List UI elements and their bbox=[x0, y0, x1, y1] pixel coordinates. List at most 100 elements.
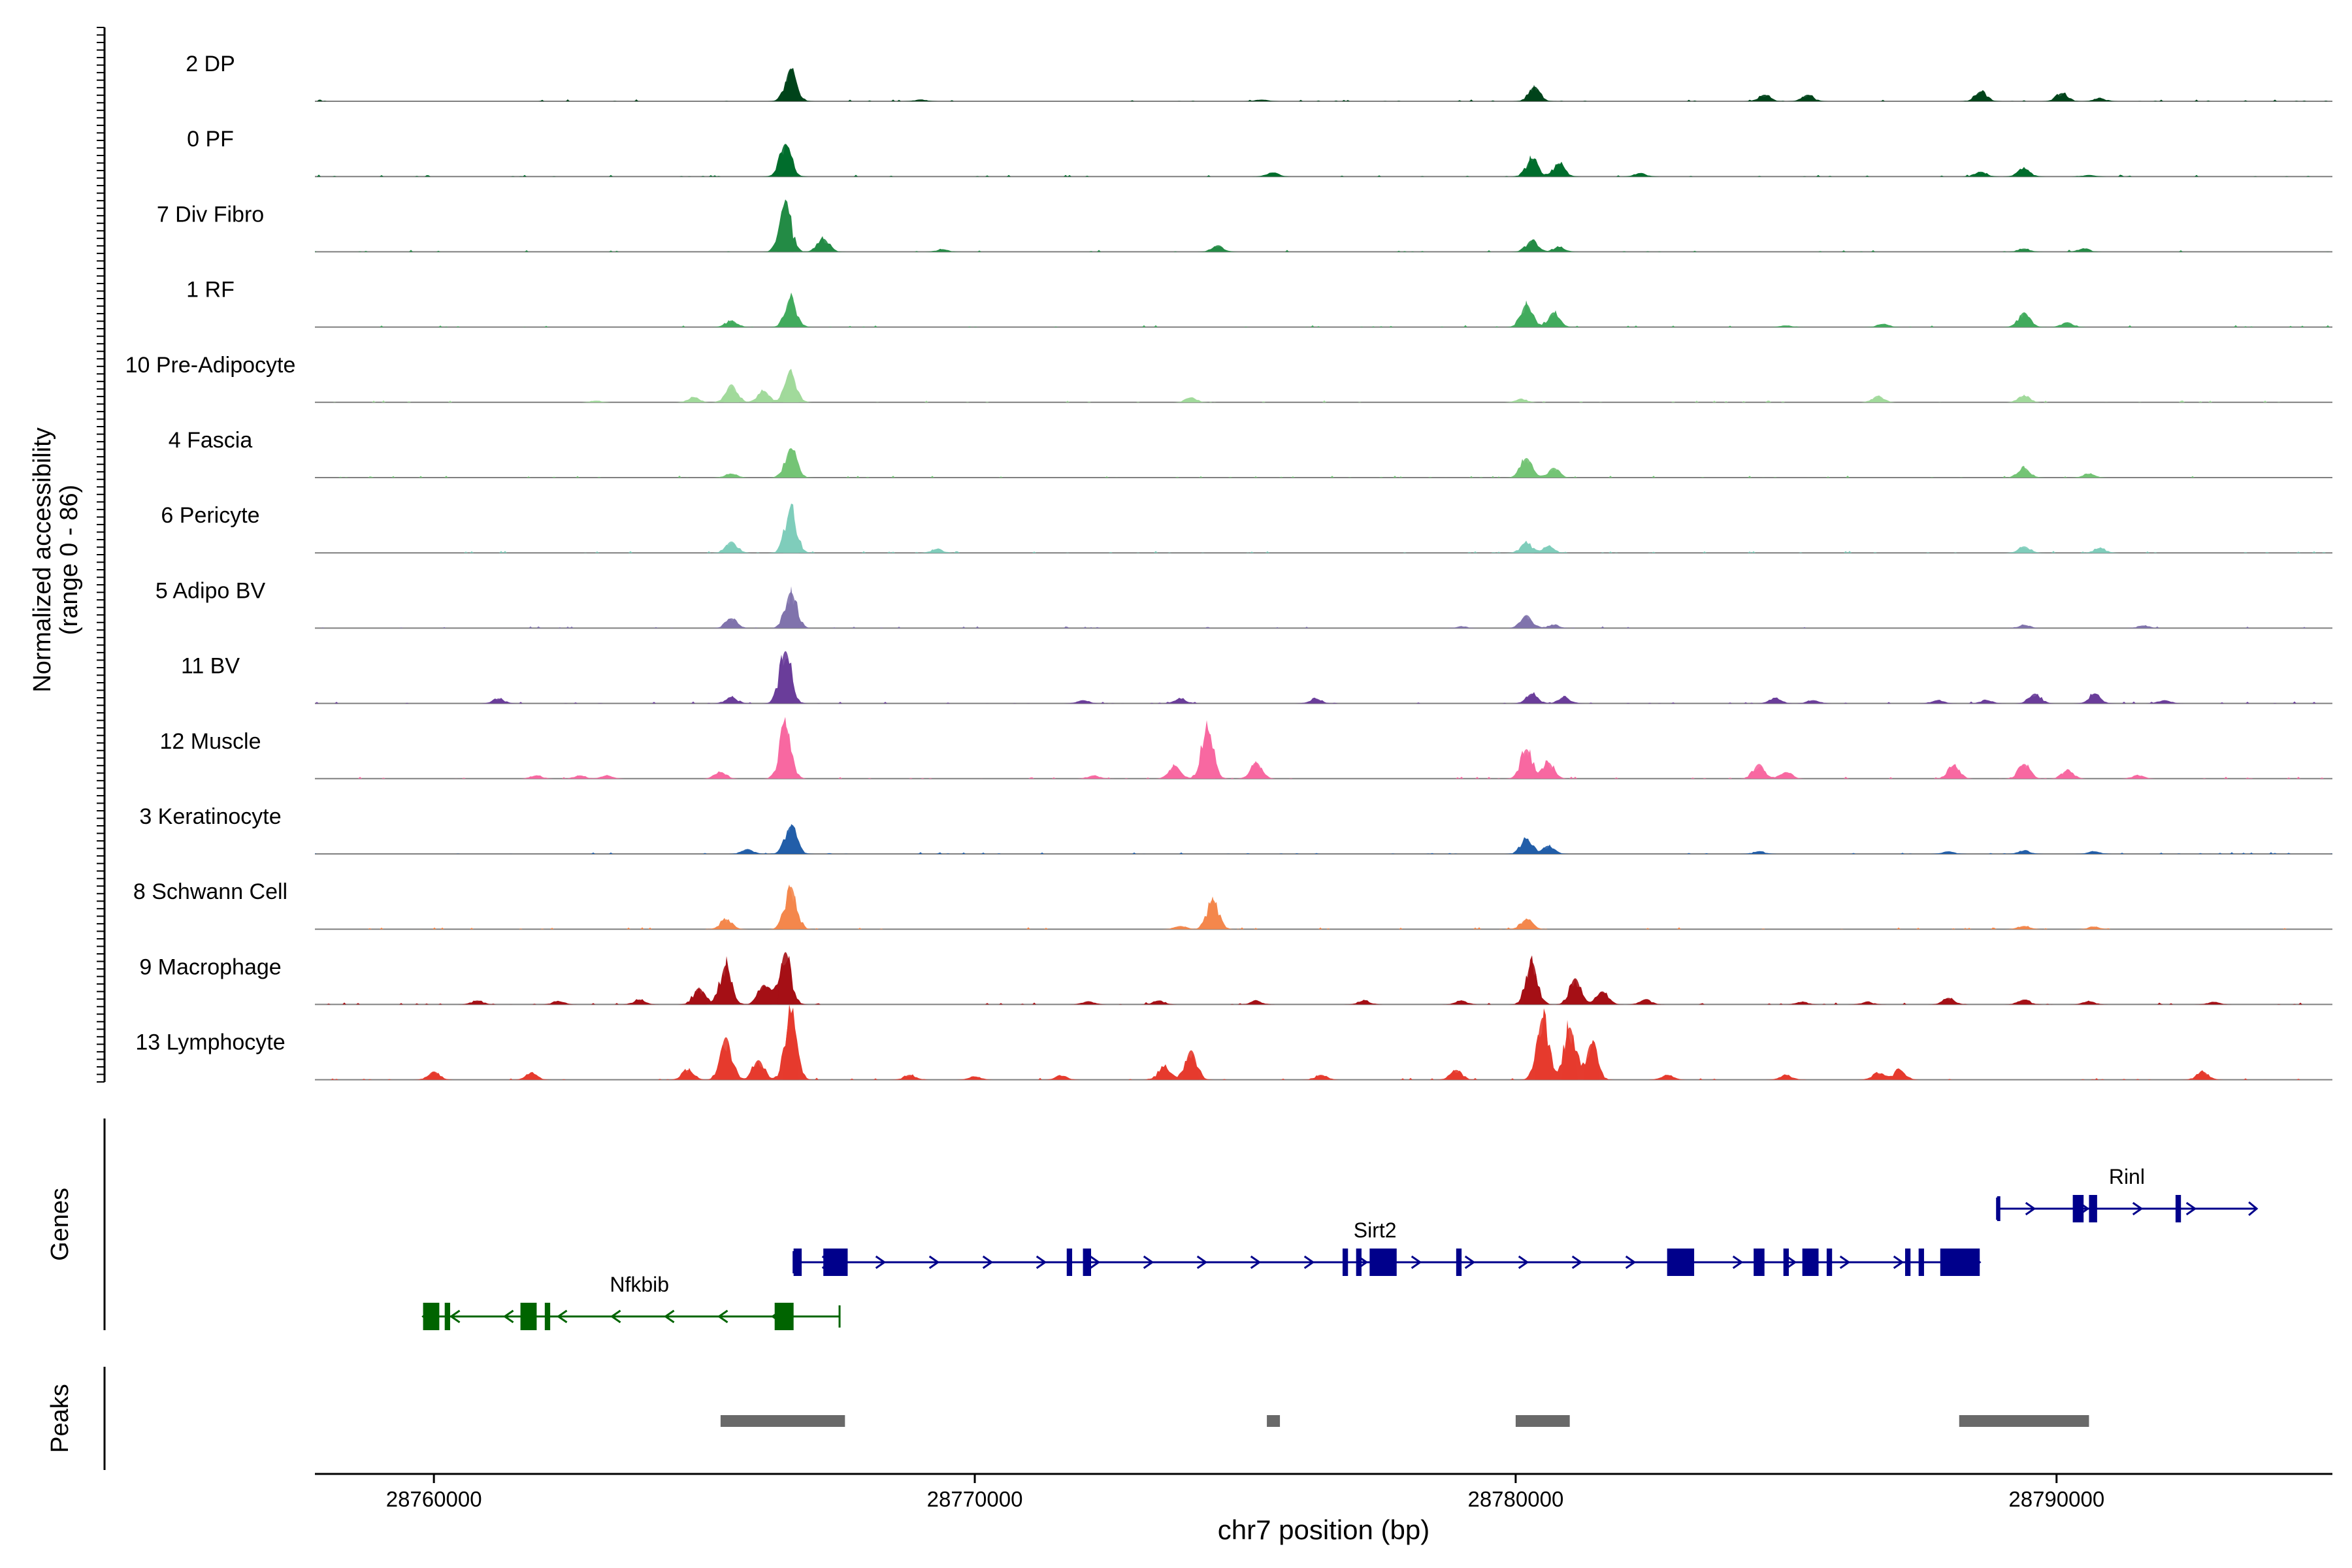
track-coverage bbox=[315, 503, 2332, 553]
coverage-peak-2 bbox=[815, 238, 832, 252]
coverage-peak-21 bbox=[2195, 1071, 2211, 1080]
coverage-peak-1 bbox=[783, 69, 799, 101]
coverage-peak-6 bbox=[2059, 322, 2076, 327]
exon bbox=[520, 1303, 537, 1330]
coverage-peak-1 bbox=[777, 206, 794, 252]
track-coverage bbox=[315, 368, 2332, 402]
track-label: 7 Div Fibro bbox=[157, 202, 264, 227]
coverage-peak-2 bbox=[723, 541, 740, 553]
coverage-peak-6 bbox=[1583, 1043, 1599, 1080]
exon bbox=[1066, 1249, 1073, 1276]
track-11: 3 Keratinocyte bbox=[139, 804, 2332, 855]
coverage-peak-9 bbox=[2157, 700, 2173, 704]
track-label: 1 RF bbox=[186, 278, 235, 302]
coverage-peak-19 bbox=[1870, 1073, 1886, 1080]
coverage-peak-2 bbox=[723, 618, 740, 629]
strand-arrow bbox=[502, 1309, 514, 1324]
coverage-peak-5 bbox=[2016, 468, 2033, 478]
coverage-peak-9 bbox=[913, 99, 929, 101]
strand-arrow bbox=[1464, 1255, 1476, 1269]
coverage-peak-17 bbox=[2129, 775, 2146, 779]
track-coverage bbox=[315, 955, 2332, 1005]
coverage-peak-2 bbox=[718, 965, 734, 1005]
track-coverage bbox=[315, 655, 2332, 704]
x-tick-label: 28760000 bbox=[386, 1487, 482, 1511]
x-axis: 28760000 28770000 28780000 28790000 bbox=[315, 1473, 2332, 1511]
coverage-peak-10 bbox=[1946, 765, 1962, 779]
coverage-peak-7 bbox=[2092, 98, 2108, 101]
strand-arrow bbox=[556, 1309, 568, 1324]
coverage-peak-4 bbox=[685, 397, 702, 402]
track-4: 1 RF bbox=[186, 278, 2332, 328]
coverage-peak-5 bbox=[1632, 173, 1648, 177]
coverage-peak-3 bbox=[750, 1060, 766, 1080]
coverage-peak-2 bbox=[740, 849, 756, 854]
peaks-track-label: Peaks bbox=[46, 1384, 74, 1453]
exon bbox=[1826, 1249, 1833, 1276]
coverage-peak-2 bbox=[718, 1037, 734, 1080]
coverage-peak-8 bbox=[2081, 174, 2097, 177]
gene-label: Nfkbib bbox=[610, 1273, 669, 1296]
coverage-peak-6 bbox=[2076, 248, 2092, 252]
coverage-peak-8 bbox=[2086, 851, 2102, 854]
exon bbox=[1342, 1249, 1348, 1276]
strand-arrow bbox=[1839, 1255, 1851, 1269]
strand-arrow bbox=[610, 1309, 621, 1324]
coverage-peak-13 bbox=[572, 775, 588, 779]
coverage-peak-3 bbox=[756, 391, 772, 402]
track-label: 4 Fascia bbox=[169, 428, 253, 453]
coverage-peak-3 bbox=[1205, 900, 1221, 930]
strand-arrow bbox=[663, 1309, 675, 1324]
track-label: 6 Pericyte bbox=[161, 503, 259, 528]
coverage-peak-5 bbox=[1540, 546, 1556, 553]
track-coverage bbox=[315, 717, 2332, 779]
coverage-peak-5 bbox=[1167, 765, 1183, 779]
track-coverage bbox=[315, 824, 2332, 854]
peak-region bbox=[720, 1415, 845, 1427]
coverage-peak-1 bbox=[783, 297, 799, 327]
exon bbox=[444, 1303, 450, 1330]
coverage-peak-15 bbox=[599, 775, 615, 779]
coverage-peak-2 bbox=[712, 772, 728, 779]
coverage-peak-8 bbox=[1751, 764, 1767, 779]
strand-arrow bbox=[1571, 1255, 1583, 1269]
gene-label: Rinl bbox=[2109, 1165, 2145, 1188]
coverage-peak-10 bbox=[523, 1073, 540, 1080]
exon bbox=[774, 1303, 794, 1330]
track-label: 5 Adipo BV bbox=[155, 578, 266, 603]
strand-arrow bbox=[875, 1255, 887, 1269]
exon bbox=[1940, 1249, 1980, 1276]
coverage-peak-11 bbox=[2081, 1001, 2097, 1005]
coverage-peak-7 bbox=[2027, 693, 2043, 704]
coverage-peak-5 bbox=[1183, 397, 1200, 402]
coverage-peak-11 bbox=[1075, 700, 1091, 704]
coverage-peak-8 bbox=[2016, 248, 2033, 252]
coverage-peak-2 bbox=[1524, 158, 1540, 177]
gene-Sirt2: Sirt2 bbox=[792, 1218, 1982, 1276]
track-3: 7 Div Fibro bbox=[157, 199, 2332, 253]
coverage-peak-1 bbox=[777, 726, 794, 779]
gene-Rinl: Rinl bbox=[1996, 1165, 2259, 1222]
strand-arrow bbox=[1732, 1255, 1744, 1269]
track-label: 2 DP bbox=[186, 52, 235, 76]
gene-Nfkbib: Nfkbib bbox=[421, 1273, 841, 1330]
coverage-peak-3 bbox=[1210, 245, 1226, 252]
coverage-peak-2 bbox=[723, 696, 740, 704]
coverage-peak-5 bbox=[1556, 696, 1573, 704]
coverage-peak-8 bbox=[1513, 399, 1529, 402]
track-5: 10 Pre-Adipocyte bbox=[125, 353, 2332, 403]
coverage-peak-1 bbox=[783, 1014, 799, 1080]
coverage-peak-4 bbox=[1540, 845, 1556, 854]
coverage-peak-5 bbox=[1561, 1027, 1578, 1080]
coverage-peak-13 bbox=[1805, 700, 1821, 704]
track-label: 0 PF bbox=[187, 127, 234, 152]
coverage-peak-17 bbox=[1778, 1075, 1794, 1080]
coverage-peak-3 bbox=[1518, 839, 1535, 854]
strand-arrow bbox=[1625, 1255, 1637, 1269]
coverage-peak-6 bbox=[1518, 749, 1535, 779]
track-6: 4 Fascia bbox=[169, 428, 2332, 478]
coverage-peak-13 bbox=[469, 1000, 485, 1005]
strand-arrow bbox=[2132, 1201, 2144, 1216]
coverage-peak-11 bbox=[426, 1071, 442, 1080]
coverage-peak-1 bbox=[783, 448, 799, 478]
